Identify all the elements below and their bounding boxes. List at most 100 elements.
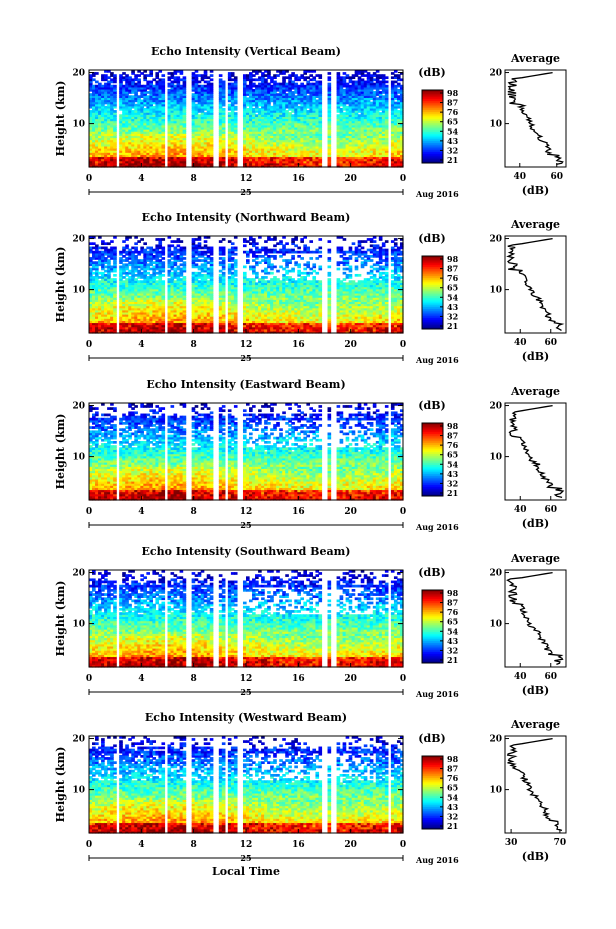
heatmap-cell — [131, 133, 135, 136]
heatmap-cell — [242, 162, 247, 166]
heatmap-cell — [140, 107, 144, 111]
heatmap-cell — [122, 93, 126, 96]
heatmap-cell — [218, 150, 223, 153]
heatmap-cell — [258, 93, 262, 96]
heatmap-cell — [258, 112, 262, 115]
heatmap-cell — [206, 150, 211, 153]
heatmap-cell — [176, 93, 181, 96]
heatmap-cell — [170, 126, 175, 130]
heatmap-cell — [152, 137, 157, 141]
heatmap-cell — [104, 160, 108, 164]
heatmap-cell — [203, 143, 208, 147]
heatmap-cell — [264, 141, 268, 145]
heatmap-cell — [131, 162, 135, 166]
heatmap-cell — [134, 152, 138, 155]
heatmap-cell — [176, 118, 181, 122]
heatmap-cell — [203, 122, 208, 126]
heatmap-cell — [209, 129, 214, 132]
heatmap-cell — [242, 129, 247, 132]
heatmap-cell — [125, 141, 129, 145]
heatmap-cell — [155, 118, 160, 122]
heatmap-cell — [258, 124, 262, 128]
heatmap-cell — [203, 152, 208, 155]
heatmap-cell — [179, 162, 184, 166]
heatmap-cell — [158, 122, 163, 126]
heatmap-cell — [131, 116, 135, 120]
heatmap-cell — [173, 101, 178, 105]
heatmap-cell — [179, 160, 184, 164]
heatmap-cell — [206, 107, 211, 111]
heatmap-cell — [98, 88, 102, 92]
heatmap-cell — [137, 126, 141, 130]
heatmap-cell — [122, 145, 126, 149]
heatmap-cell — [92, 133, 96, 136]
heatmap-cell — [203, 137, 208, 141]
heatmap-cell — [92, 124, 96, 128]
heatmap-cell — [107, 129, 111, 132]
heatmap-cell — [95, 95, 99, 99]
heatmap-cell — [200, 131, 205, 134]
heatmap-cell — [161, 133, 166, 136]
heatmap-cell — [110, 143, 114, 147]
heatmap-cell — [252, 143, 256, 147]
heatmap-cell — [125, 76, 129, 80]
heatmap-cell — [143, 118, 147, 122]
heatmap-cell — [125, 139, 129, 143]
heatmap-cell — [167, 158, 172, 162]
heatmap-cell — [110, 133, 114, 136]
heatmap-cell — [179, 137, 184, 141]
heatmap-cell — [206, 126, 211, 130]
heatmap-cell — [137, 160, 141, 164]
heatmap-cell — [176, 143, 181, 147]
heatmap-cell — [218, 135, 223, 139]
heatmap-cell — [206, 145, 211, 149]
heatmap-cell — [119, 124, 123, 128]
heatmap-cell — [134, 99, 138, 103]
heatmap-cell — [200, 139, 205, 143]
heatmap-cell — [110, 74, 114, 77]
heatmap-cell — [140, 84, 144, 88]
heatmap-cell — [158, 118, 163, 122]
heatmap-cell — [149, 105, 153, 109]
heatmap-cell — [176, 95, 181, 99]
heatmap-cell — [158, 148, 163, 151]
heatmap-cell — [227, 78, 232, 82]
heatmap-cell — [134, 164, 138, 168]
heatmap-cell — [92, 135, 96, 139]
heatmap-cell — [242, 101, 247, 105]
heatmap-cell — [92, 112, 96, 115]
heatmap-cell — [128, 145, 132, 149]
heatmap-cell — [209, 91, 214, 94]
heatmap-cell — [173, 139, 178, 143]
heatmap-cell — [203, 76, 208, 80]
heatmap-cell — [242, 139, 247, 143]
heatmap-cell — [92, 126, 96, 130]
heatmap-cell — [203, 70, 208, 73]
heatmap-cell — [131, 118, 135, 122]
heatmap-cell — [110, 105, 114, 109]
heatmap-cell — [182, 164, 187, 168]
heatmap-cell — [227, 105, 232, 109]
heatmap-cell — [173, 133, 178, 136]
heatmap-cell — [179, 107, 184, 111]
heatmap-cell — [209, 164, 214, 168]
heatmap-cell — [252, 154, 256, 158]
heatmap-cell — [230, 110, 235, 113]
heatmap-cell — [233, 152, 238, 155]
heatmap-cell — [128, 150, 132, 153]
heatmap-cell — [149, 164, 153, 168]
heatmap-cell — [149, 84, 153, 88]
heatmap-cell — [191, 150, 196, 153]
heatmap-cell — [176, 91, 181, 94]
heatmap-cell — [89, 86, 93, 90]
heatmap-cell — [113, 105, 117, 109]
heatmap-cell — [258, 103, 262, 107]
heatmap-cell — [209, 110, 214, 113]
heatmap-cell — [95, 120, 99, 124]
heatmap-cell — [92, 78, 96, 82]
heatmap-cell — [98, 129, 102, 132]
heatmap-cell — [170, 156, 175, 160]
heatmap-cell — [119, 141, 123, 145]
heatmap-cell — [176, 114, 181, 117]
heatmap-cell — [161, 88, 166, 92]
